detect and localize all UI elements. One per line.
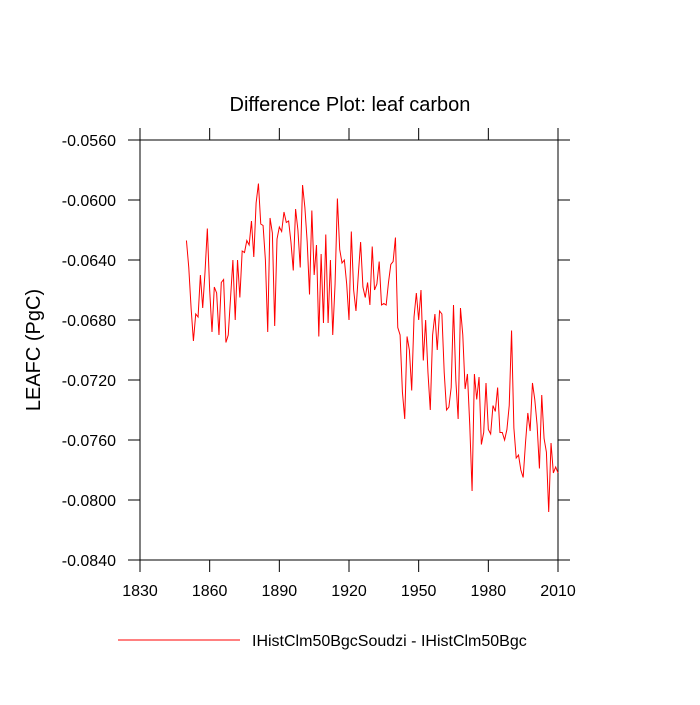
y-tick-label: -0.0760 [62,433,116,450]
chart-title: Difference Plot: leaf carbon [230,94,471,116]
y-tick-label: -0.0640 [62,253,116,270]
y-tick-label: -0.0840 [62,553,116,570]
legend-label: IHistClm50BgcSoudzi - IHistClm50Bgc [252,633,527,650]
x-tick-label: 1890 [262,583,298,600]
x-tick-label: 2010 [540,583,576,600]
plot-frame [139,139,559,561]
x-tick-label: 1920 [331,583,367,600]
x-tick-label: 1950 [401,583,437,600]
y-axis-label: LEAFC (PgC) [23,289,45,411]
y-tick-label: -0.0800 [62,493,116,510]
x-tick-label: 1980 [471,583,507,600]
y-tick-label: -0.0600 [62,193,116,210]
y-tick-label: -0.0560 [62,133,116,150]
y-tick-label: -0.0680 [62,313,116,330]
x-tick-label: 1860 [192,583,228,600]
y-tick-label: -0.0720 [62,373,116,390]
x-tick-label: 1830 [122,583,158,600]
data-line [185,183,559,513]
